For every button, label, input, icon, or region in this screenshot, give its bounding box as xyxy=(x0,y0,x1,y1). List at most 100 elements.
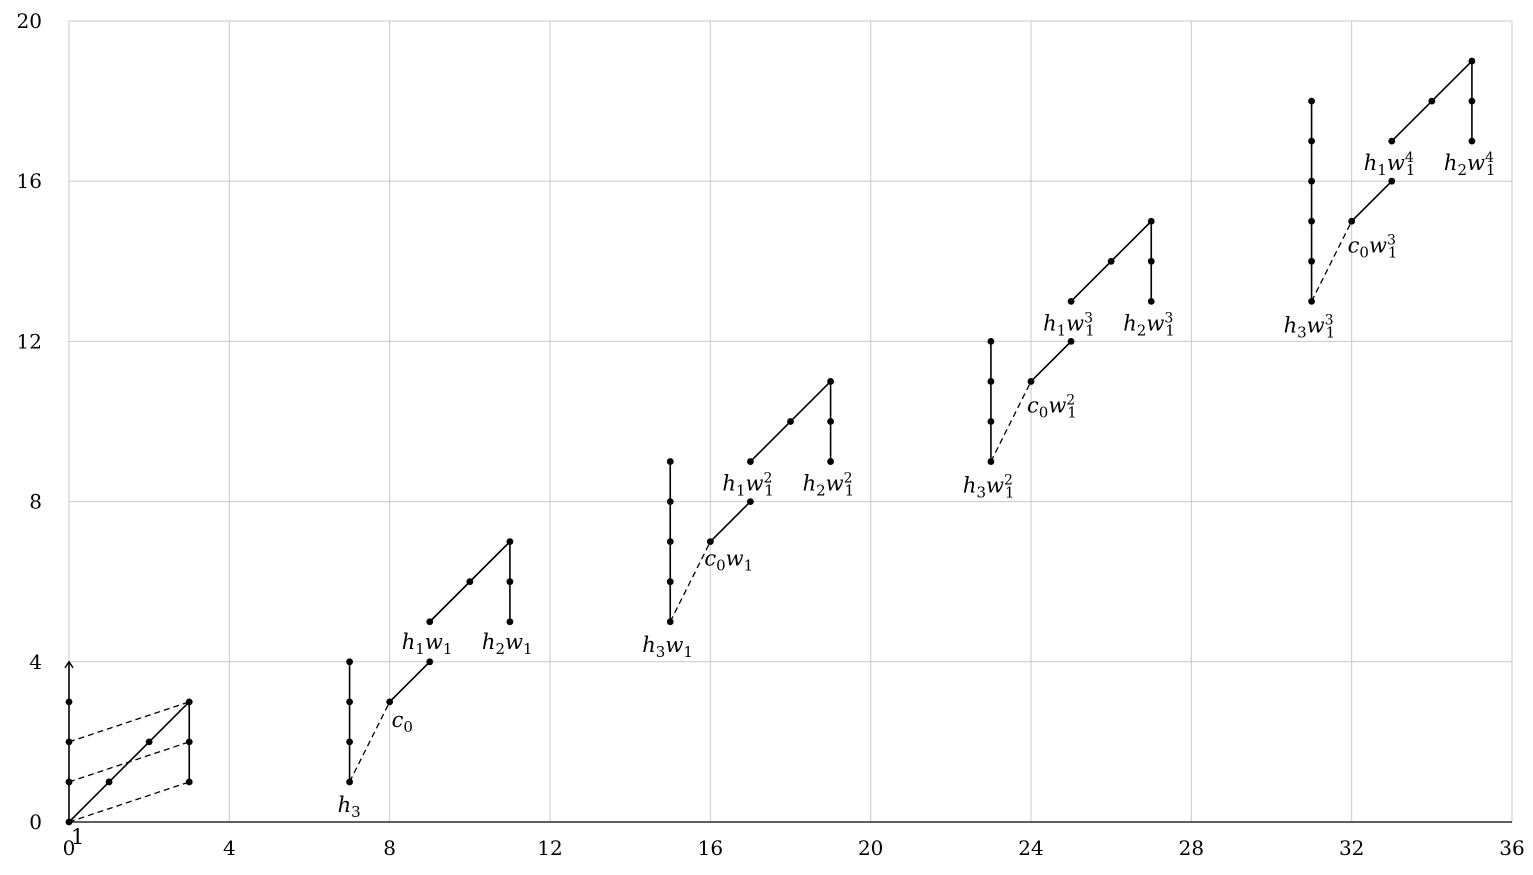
arrow-head xyxy=(64,660,74,669)
data-point xyxy=(65,698,73,706)
annotation-part: h xyxy=(1043,311,1057,335)
data-point xyxy=(185,698,193,706)
x-tick-label: 24 xyxy=(1018,836,1043,860)
data-point xyxy=(1067,297,1075,305)
data-point xyxy=(1348,217,1356,225)
annotation-part: h xyxy=(722,472,736,496)
data-point xyxy=(1468,137,1476,145)
annotation-h1w1cu: h1w3 1 xyxy=(1043,310,1095,339)
data-point xyxy=(386,698,394,706)
y-tick-label: 16 xyxy=(17,169,42,193)
annotation-part: h xyxy=(1364,151,1378,175)
annotation-part: c xyxy=(1348,233,1360,257)
data-point xyxy=(346,698,353,706)
annotation-part: w xyxy=(1387,151,1405,175)
dashed-edge xyxy=(68,781,190,823)
annotation-one: 1 xyxy=(71,825,84,849)
annotation-part: 1 xyxy=(736,482,746,500)
dashed-edge xyxy=(990,381,1032,462)
annotation-h2w1: h2w1 xyxy=(482,630,533,658)
data-point xyxy=(506,618,514,626)
data-point xyxy=(666,498,674,505)
annotation-part: w xyxy=(505,630,523,654)
data-point xyxy=(666,538,674,546)
solid-edge xyxy=(389,661,431,703)
data-point xyxy=(185,778,193,786)
data-point xyxy=(747,498,754,505)
annotation-part: h xyxy=(803,472,817,496)
annotation-part: 0 xyxy=(1359,243,1369,261)
data-point xyxy=(65,818,73,826)
annotation-c0: c0 xyxy=(392,708,413,736)
data-point xyxy=(1107,257,1115,265)
data-point xyxy=(426,618,434,626)
annotation-part: c xyxy=(1027,393,1039,417)
annotation-part: 1 xyxy=(1005,484,1015,502)
annotation-part: 1 xyxy=(415,640,425,658)
data-point xyxy=(1428,97,1436,105)
annotation-part: w xyxy=(665,633,683,657)
annotation-part: w xyxy=(1369,233,1387,257)
y-tick-label: 4 xyxy=(29,650,42,674)
annotation-part: w xyxy=(425,630,443,654)
annotation-part: 0 xyxy=(716,557,726,575)
data-point xyxy=(65,738,73,746)
y-tick-label: 8 xyxy=(29,490,42,514)
data-point xyxy=(666,618,674,626)
data-point xyxy=(1308,177,1315,185)
data-point xyxy=(1388,137,1396,145)
y-tick-label: 20 xyxy=(17,9,42,33)
data-point xyxy=(747,458,754,465)
data-point xyxy=(706,538,714,546)
annotation-part: 1 xyxy=(71,825,84,849)
data-point xyxy=(506,578,514,586)
annotation-part: c xyxy=(704,547,716,571)
data-point xyxy=(987,338,995,345)
annotation-part: 3 xyxy=(1164,310,1173,326)
annotation-part: w xyxy=(1467,151,1485,175)
data-point xyxy=(145,738,153,746)
annotation-part: w xyxy=(1048,393,1066,417)
annotation-part: w xyxy=(745,472,763,496)
data-point xyxy=(346,658,353,666)
data-point xyxy=(105,778,113,786)
data-point xyxy=(1147,217,1155,225)
annotation-part: 3 xyxy=(1325,312,1334,328)
annotation-part: 2 xyxy=(1137,321,1147,339)
annotation-part: 3 xyxy=(1297,323,1307,341)
data-point xyxy=(987,378,995,385)
arrows xyxy=(64,660,74,669)
annotation-part: 1 xyxy=(1406,161,1416,179)
data-point xyxy=(426,658,434,666)
annotation-part: 3 xyxy=(351,803,361,821)
x-tick-label: 12 xyxy=(537,836,562,860)
solid-edge xyxy=(1030,340,1072,383)
data-point xyxy=(1067,338,1075,345)
x-tick-label: 16 xyxy=(698,836,723,860)
annotation-part: 3 xyxy=(1387,232,1396,248)
dashed-edges xyxy=(68,220,1353,823)
annotation-part: 2 xyxy=(816,482,826,500)
x-tick-label: 20 xyxy=(858,836,883,860)
annotation-part: 1 xyxy=(744,557,754,575)
data-point xyxy=(1308,137,1315,145)
data-point xyxy=(466,578,474,586)
data-point xyxy=(666,578,674,586)
data-point xyxy=(1308,97,1315,105)
annotation-part: 2 xyxy=(1457,161,1467,179)
annotation-part: 1 xyxy=(764,482,774,500)
dashed-edge xyxy=(669,541,711,623)
data-point xyxy=(1308,257,1315,265)
annotation-h2w1cu: h2w3 1 xyxy=(1123,310,1175,339)
solid-edge xyxy=(709,501,751,543)
data-point xyxy=(827,418,834,425)
annotation-part: c xyxy=(392,708,404,732)
solid-edge xyxy=(1351,180,1393,222)
annotation-part: 1 xyxy=(443,640,453,658)
data-point xyxy=(1147,257,1155,265)
data-point xyxy=(1468,57,1476,65)
annotation-part: w xyxy=(1066,311,1084,335)
data-point xyxy=(1027,378,1035,385)
